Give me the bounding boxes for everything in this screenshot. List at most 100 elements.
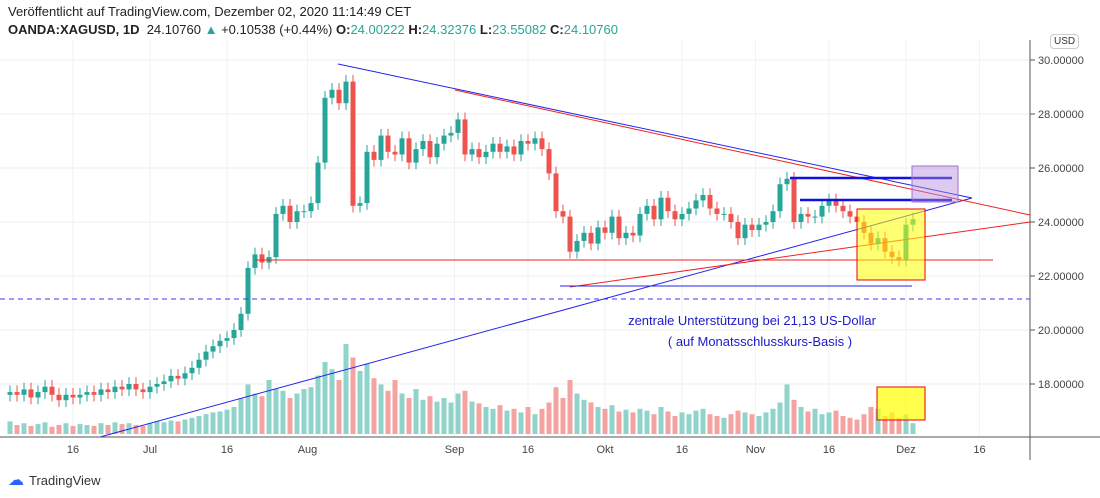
volume-bars [7, 344, 916, 434]
volume-bar [133, 425, 139, 434]
up-arrow-icon: ▲ [204, 22, 218, 37]
x-tick-label: 16 [221, 444, 233, 456]
candle [77, 394, 83, 398]
volume-bar [756, 416, 762, 434]
candle [322, 97, 328, 163]
volume-bar [532, 414, 538, 434]
candle [315, 162, 321, 204]
volume-bar [105, 425, 111, 434]
volume-bar [49, 426, 55, 434]
volume-bar [343, 344, 349, 434]
yellow-box-price[interactable] [856, 208, 926, 281]
volume-bar [693, 410, 699, 434]
drawings[interactable] [0, 63, 1031, 438]
volume-bar [805, 411, 811, 434]
candle [70, 394, 76, 398]
price-axis[interactable]: 30.00000 28.00000 26.00000 24.00000 22.00000… [1030, 55, 1084, 391]
yellow-box-volume[interactable] [876, 386, 926, 421]
candle [343, 81, 349, 104]
candle [791, 178, 797, 222]
candle [98, 389, 104, 395]
volume-bar [574, 393, 580, 434]
volume-bar [714, 416, 720, 434]
volume-bar [231, 407, 237, 434]
y-tick-label: 28.00000 [1038, 109, 1084, 121]
candle [434, 143, 440, 158]
x-tick-label: Aug [298, 444, 318, 456]
candle [84, 392, 90, 395]
y-tick-label: 22.00000 [1038, 271, 1084, 283]
high-value: 24.32376 [422, 22, 477, 37]
candle [294, 211, 300, 222]
volume-bar [721, 417, 727, 434]
volume-bar [371, 378, 377, 434]
candle [770, 211, 776, 222]
volume-bar [406, 398, 412, 434]
volume-bar [791, 399, 797, 434]
candle [196, 359, 202, 368]
candle [756, 224, 762, 231]
candle [567, 216, 573, 252]
low-value: 23.55082 [492, 22, 547, 37]
volume-bar [819, 414, 825, 434]
volume-bar [21, 423, 27, 434]
candle [63, 394, 69, 401]
volume-bar [469, 401, 475, 434]
candle [406, 138, 412, 163]
trendline-lower[interactable] [99, 197, 973, 438]
volume-bar [644, 410, 650, 434]
volume-bar [196, 416, 202, 434]
candle [126, 384, 132, 390]
volume-bar [812, 408, 818, 434]
volume-bar [98, 423, 104, 434]
volume-bar [672, 416, 678, 434]
volume-bar [42, 422, 48, 434]
candle [833, 200, 839, 206]
volume-bar [112, 422, 118, 434]
volume-bar [686, 414, 692, 434]
volume-bar [63, 423, 69, 434]
volume-bar [161, 422, 167, 434]
volume-bar [385, 390, 391, 434]
volume-bar [14, 425, 20, 434]
candle [672, 211, 678, 220]
volume-bar [462, 390, 468, 434]
volume-bar [315, 375, 321, 434]
volume-bar [868, 407, 874, 434]
tradingview-logo[interactable]: ☁ TradingView [8, 470, 101, 490]
candle [763, 222, 769, 225]
y-tick-label: 18.00000 [1038, 379, 1084, 391]
x-tick-label: 16 [676, 444, 688, 456]
volume-bar [861, 414, 867, 434]
volume-bar [448, 402, 454, 434]
candle [623, 232, 629, 239]
volume-bar [399, 393, 405, 434]
volume-bar [427, 396, 433, 434]
candle [784, 178, 790, 185]
candle [259, 254, 265, 263]
volume-bar [441, 398, 447, 434]
x-tick-label: Sep [445, 444, 465, 456]
volume-bar [896, 417, 902, 434]
volume-bar [364, 363, 370, 434]
candle [714, 208, 720, 214]
purple-box[interactable] [911, 165, 959, 203]
currency-badge[interactable]: USD [1050, 34, 1080, 49]
volume-bar [28, 425, 34, 434]
red-trendline-lower[interactable] [569, 221, 1031, 288]
volume-bar [616, 411, 622, 434]
red-trendline-upper[interactable] [454, 89, 1031, 216]
trendline-upper[interactable] [337, 63, 973, 199]
volume-bar [294, 393, 300, 434]
close-value: 24.10760 [563, 22, 618, 37]
candle [525, 141, 531, 144]
candle [476, 149, 482, 158]
time-axis[interactable]: 16 Jul 16 Aug Sep 16 Okt 16 Nov 16 Dez 16 [67, 444, 986, 456]
volume-bar [854, 419, 860, 434]
candle [749, 224, 755, 231]
volume-bar [91, 425, 97, 434]
cloud-icon: ☁ [8, 472, 24, 489]
volume-bar [497, 405, 503, 434]
volume-bar [581, 399, 587, 434]
